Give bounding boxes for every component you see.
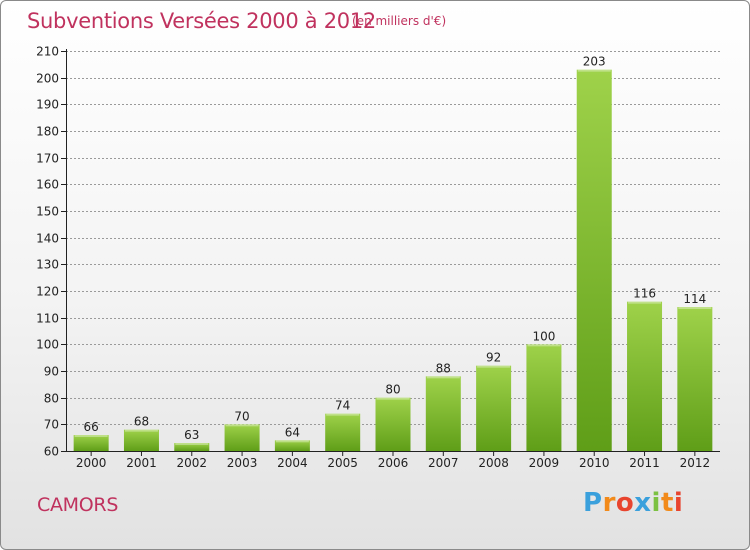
bar [73,435,109,451]
x-tick-label: 2010 [579,456,610,470]
bar-highlight [175,443,209,445]
x-tick-label: 2008 [478,456,509,470]
y-tick-label: 100 [36,338,59,352]
x-tick-label: 2009 [529,456,560,470]
bar-highlight [225,424,259,427]
data-label: 114 [683,292,706,306]
bar [677,307,713,451]
bar-highlight [376,397,410,400]
bar-highlight [74,435,108,437]
bar [627,301,663,451]
y-tick-label: 70 [44,418,59,432]
x-tick-label: 2011 [629,456,660,470]
chart-subtitle: (en milliers d'€) [352,14,447,28]
y-tick-label: 170 [36,152,59,166]
grid-lines [66,51,720,425]
data-label: 66 [84,420,99,434]
logo-letter: t [660,488,674,518]
x-tick-label: 2004 [277,456,308,470]
data-label: 203 [583,55,606,69]
y-tick-label: 160 [36,178,59,192]
bar-highlight [124,429,158,432]
x-tick-label: 2012 [680,456,711,470]
bar [476,365,512,451]
x-tick-label: 2000 [76,456,107,470]
x-tick-label: 2003 [227,456,258,470]
labels: 60 70 80 90 100 110 120 130 140 150 160 170 180 190 20… [36,45,710,471]
bar-highlight [477,365,511,368]
logo-letter: i [673,488,684,518]
bar [325,413,361,451]
bar-highlight [275,440,309,443]
logo-letter: x [634,488,652,518]
bar [274,440,310,451]
data-label: 80 [385,383,400,397]
data-label: 70 [234,409,249,423]
data-label: 68 [134,415,149,429]
bar [123,429,159,451]
x-tick-label: 2005 [327,456,358,470]
y-tick-label: 60 [44,445,59,459]
bar-highlight [628,301,662,304]
y-tick-label: 150 [36,205,59,219]
bar [174,443,210,451]
x-tick-label: 2006 [378,456,409,470]
y-tick-label: 110 [36,312,59,326]
data-label: 64 [285,425,300,439]
bar-highlight [426,376,460,379]
data-label: 88 [436,361,451,375]
logo-letter: P [583,488,603,518]
y-tick-label: 90 [44,365,59,379]
y-tick-label: 120 [36,285,59,299]
data-label: 74 [335,399,350,413]
data-label: 116 [633,287,656,301]
x-tick-label: 2002 [176,456,207,470]
logo-letter: r [602,488,616,518]
data-label: 63 [184,428,199,442]
x-tick-label: 2001 [126,456,157,470]
data-label: 92 [486,351,501,365]
y-tick-label: 140 [36,232,59,246]
commune-name: CAMORS [37,494,119,516]
bar-highlight [678,307,712,309]
chart-title: Subventions Versées 2000 à 2012 [27,9,376,33]
proxiti-logo: Proxiti [583,488,683,518]
x-tick-label: 2007 [428,456,459,470]
bar [375,397,411,451]
y-tick-label: 80 [44,392,59,406]
y-tick-label: 190 [36,98,59,112]
bar [576,69,612,452]
data-label: 100 [532,329,555,343]
bar-highlight [577,69,611,72]
logo-letter: o [615,488,635,518]
y-tick-label: 180 [36,125,59,139]
y-tick-label: 130 [36,258,59,272]
bar [425,376,461,451]
bar [526,344,562,451]
bars [73,69,713,452]
bar-highlight [326,413,360,416]
bar [224,424,260,451]
bar-highlight [527,344,561,347]
y-tick-label: 210 [36,45,59,59]
axes [61,49,720,456]
y-tick-label: 200 [36,72,59,86]
logo-letter: i [651,488,661,518]
